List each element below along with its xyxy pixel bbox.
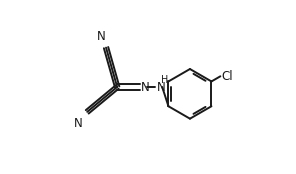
Text: N: N	[73, 117, 82, 130]
Text: N: N	[141, 81, 150, 94]
Text: H: H	[161, 75, 169, 85]
Text: Cl: Cl	[221, 70, 233, 83]
Text: N: N	[96, 30, 105, 43]
Text: N: N	[157, 81, 165, 94]
